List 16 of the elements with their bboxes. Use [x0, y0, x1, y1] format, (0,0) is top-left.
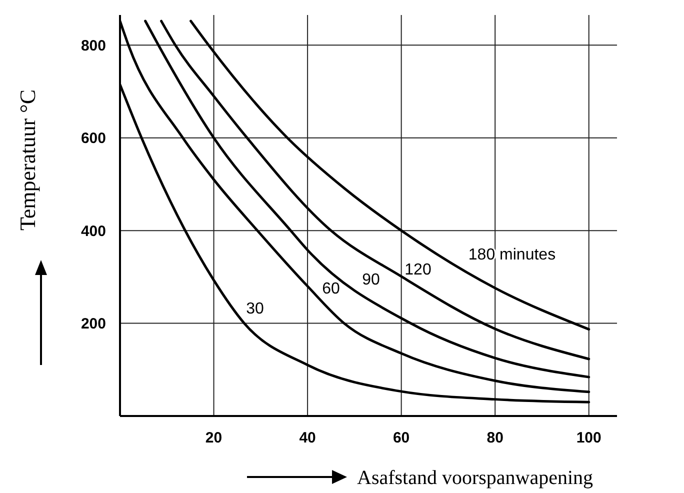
y-tick-label: 200	[80, 316, 106, 333]
y-tick-label: 800	[80, 37, 106, 54]
annotation: 180 minutes	[468, 246, 556, 264]
x-axis-title: Asafstand voorspanwapening	[357, 467, 594, 490]
x-tick-label: 80	[486, 430, 504, 447]
y-tick-label: 400	[80, 222, 106, 240]
annotation: 120	[404, 262, 432, 278]
annotation: 90	[362, 272, 380, 288]
annotation: 60	[322, 280, 340, 298]
y-axis-title: Temperatuur °C	[15, 89, 41, 231]
x-tick-label: 20	[205, 430, 222, 447]
y-tick-label: 600	[80, 130, 106, 148]
x-tick-label: 60	[392, 430, 410, 447]
x-tick-label: 40	[299, 430, 316, 447]
x-tick-label: 100	[576, 430, 602, 447]
annotation: 30	[246, 300, 264, 318]
